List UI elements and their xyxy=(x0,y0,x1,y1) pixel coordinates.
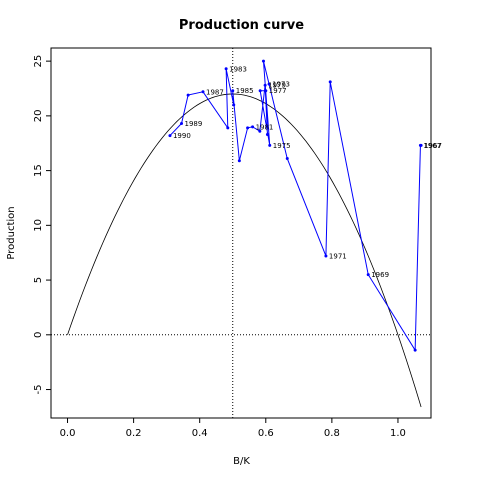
y-tick-label: -5 xyxy=(33,385,44,395)
point-label: 1973 xyxy=(272,81,290,89)
data-point xyxy=(328,80,332,84)
data-point xyxy=(268,143,272,147)
data-point xyxy=(226,126,230,130)
y-tick-label: 15 xyxy=(33,164,44,177)
x-tick-label: 1.0 xyxy=(390,428,406,439)
x-tick-label: 0.4 xyxy=(192,428,208,439)
data-point xyxy=(264,89,268,93)
point-label: 1990 xyxy=(173,132,191,140)
x-tick-label: 0.2 xyxy=(126,428,142,439)
point-label: 1987 xyxy=(206,88,224,96)
x-tick-label: 0.6 xyxy=(258,428,274,439)
data-point xyxy=(258,129,262,133)
x-axis: 0.0 0.2 0.4 0.6 0.8 1.0 xyxy=(60,418,406,439)
chart-title: Production curve xyxy=(179,18,304,33)
data-point xyxy=(180,122,184,126)
y-tick-label: 0 xyxy=(33,332,44,338)
point-label: 1983 xyxy=(229,65,247,73)
point-label: 1985 xyxy=(236,87,254,95)
point-label: 1979 xyxy=(268,82,286,90)
point-label: 1971 xyxy=(329,252,347,260)
data-point xyxy=(263,83,267,87)
x-tick-label: 0.8 xyxy=(324,428,340,439)
plot-frame xyxy=(50,47,432,419)
data-point xyxy=(324,254,328,258)
data-point xyxy=(237,159,241,163)
point-label: 1981 xyxy=(256,123,274,131)
y-tick-label: 20 xyxy=(33,110,44,123)
data-point xyxy=(186,93,190,97)
y-tick-label: 25 xyxy=(33,55,44,68)
y-tick-label: 5 xyxy=(33,277,44,283)
point-label: 1975 xyxy=(273,142,291,150)
point-label: 1969 xyxy=(371,271,389,279)
data-point xyxy=(231,89,235,93)
point-label: 1967 xyxy=(423,142,441,150)
data-point xyxy=(267,82,271,86)
data-point xyxy=(258,89,262,93)
x-tick-label: 0.0 xyxy=(60,428,76,439)
point-label: 1977 xyxy=(269,87,287,95)
point-label: 1967 xyxy=(424,142,442,150)
data-point xyxy=(232,103,236,107)
data-point xyxy=(224,67,228,71)
x-axis-label: B/K xyxy=(233,456,250,467)
data-point xyxy=(285,157,289,161)
data-point xyxy=(168,134,172,138)
data-point xyxy=(246,126,250,130)
y-axis: -5 0 5 10 15 20 25 xyxy=(33,55,51,395)
data-point xyxy=(366,273,370,277)
data-point xyxy=(418,143,422,147)
y-tick-label: 10 xyxy=(33,219,44,232)
data-point xyxy=(201,90,205,94)
data-point xyxy=(413,348,417,352)
observed-series-line xyxy=(169,61,422,352)
y-axis-label: Production xyxy=(6,206,17,259)
plot-area: 1967196719691971197319751977197919811985… xyxy=(51,48,442,418)
data-point xyxy=(261,59,265,63)
point-label: 1989 xyxy=(185,120,203,128)
data-point xyxy=(251,125,255,129)
data-point xyxy=(265,132,269,136)
